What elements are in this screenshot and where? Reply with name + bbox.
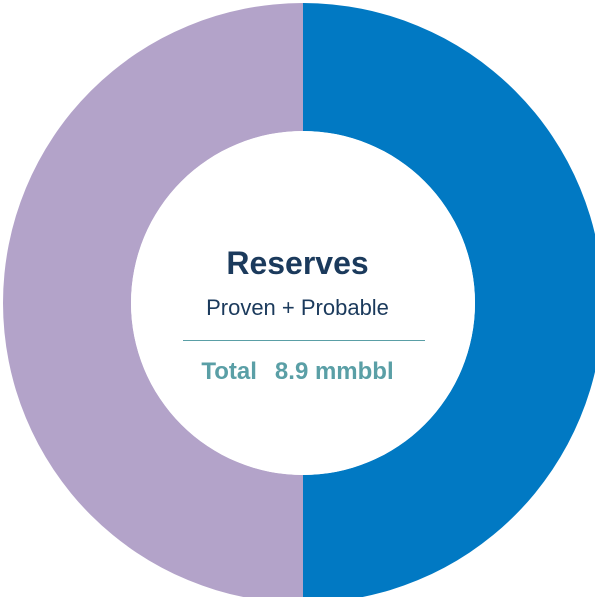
- donut-slice-2: [3, 3, 303, 597]
- chart-subtitle: Proven + Probable: [206, 295, 389, 320]
- total-value: 8.9 mmbbl: [274, 358, 394, 385]
- donut-slice-1: [303, 3, 595, 597]
- total-label: Total: [201, 358, 257, 385]
- total-line: Total 8.9 mmbbl: [0, 358, 595, 386]
- chart-title: Reserves: [226, 245, 369, 281]
- center-divider: [183, 340, 425, 341]
- donut-hole: [131, 131, 475, 475]
